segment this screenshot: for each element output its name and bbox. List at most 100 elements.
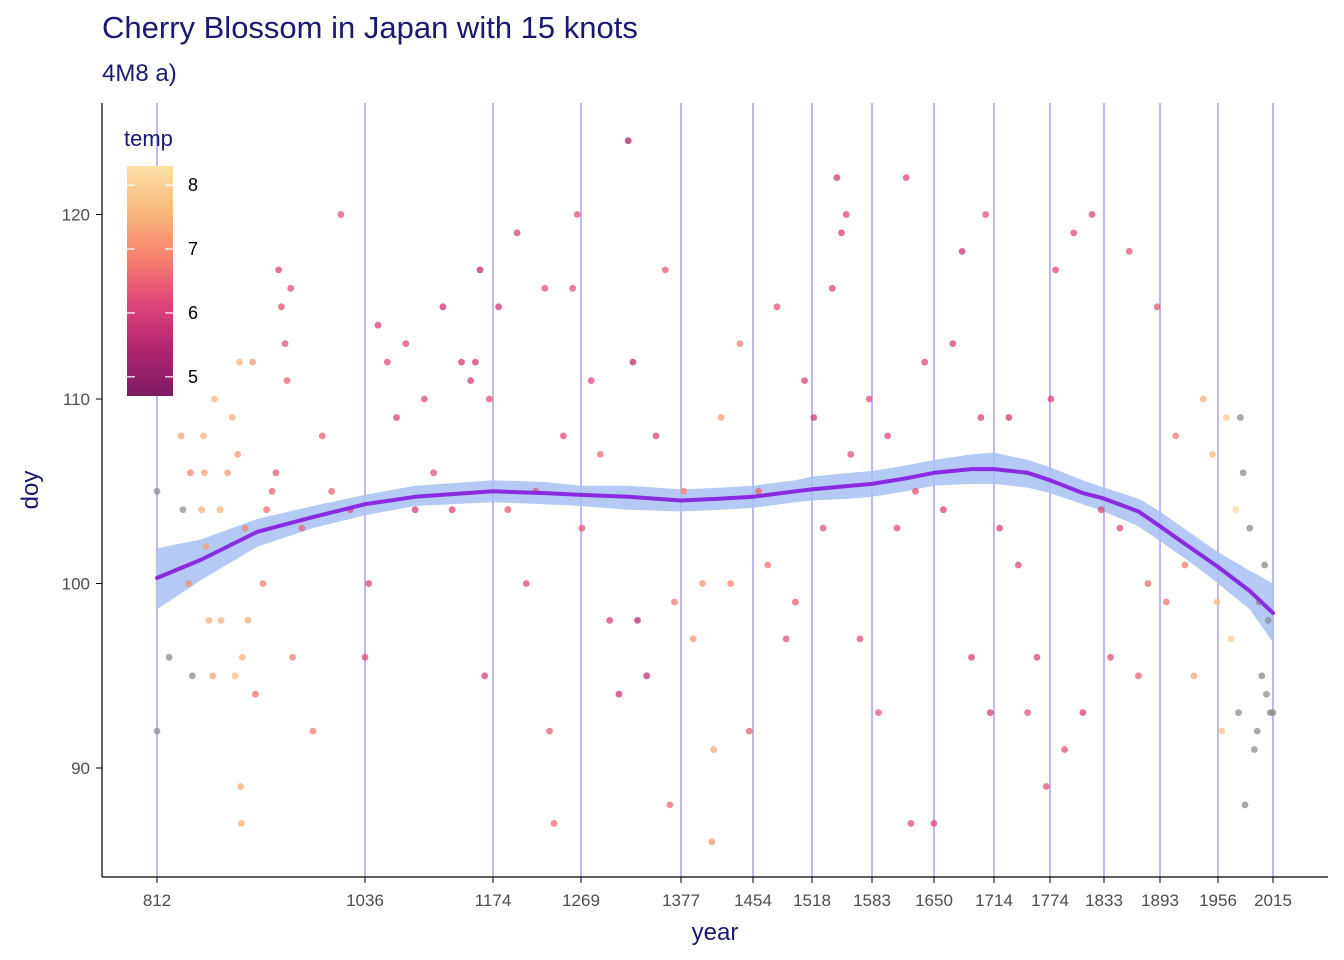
y-tick-label: 110: [63, 390, 90, 409]
data-point: [1223, 414, 1230, 421]
data-point: [546, 727, 553, 735]
data-point: [211, 395, 219, 403]
data-point: [1042, 783, 1050, 790]
data-point: [216, 506, 224, 514]
data-point: [231, 672, 239, 680]
data-point: [819, 524, 827, 532]
data-point: [1246, 524, 1254, 532]
data-point: [708, 838, 716, 846]
data-point: [365, 580, 373, 587]
data-point: [439, 303, 447, 311]
y-tick-label: 90: [71, 759, 90, 778]
data-point: [1199, 395, 1207, 403]
chart-title: Cherry Blossom in Japan with 15 knots: [102, 10, 638, 45]
data-point: [165, 653, 173, 661]
data-point: [907, 820, 915, 827]
data-point: [476, 266, 484, 274]
data-point: [522, 580, 530, 587]
data-point: [1005, 414, 1013, 421]
data-point: [205, 617, 213, 624]
data-point: [710, 746, 718, 753]
data-point: [1088, 211, 1096, 218]
data-point: [606, 617, 614, 624]
data-point: [666, 801, 674, 809]
data-point: [652, 432, 660, 440]
data-point: [309, 727, 317, 735]
axes: [101, 103, 1328, 878]
data-point: [209, 672, 217, 680]
data-point: [1209, 451, 1216, 458]
data-point: [1237, 414, 1244, 421]
data-point: [472, 358, 479, 366]
data-point: [458, 358, 465, 366]
x-tick-label: 1893: [1141, 891, 1179, 910]
data-point: [782, 635, 790, 643]
data-point: [1107, 653, 1114, 661]
x-tick-label: 1269: [562, 891, 600, 910]
data-point: [263, 506, 270, 514]
data-point: [838, 229, 845, 237]
data-point: [634, 617, 641, 624]
data-point: [1264, 617, 1272, 624]
data-point: [828, 284, 836, 292]
data-point: [283, 377, 291, 384]
data-point: [727, 580, 734, 587]
data-points: [153, 137, 1277, 846]
data-point: [573, 211, 581, 218]
data-point: [958, 248, 966, 255]
data-point: [153, 727, 161, 735]
data-point: [185, 580, 193, 587]
data-point: [179, 506, 187, 514]
data-point: [328, 487, 335, 495]
data-point: [940, 506, 947, 514]
data-point: [1125, 248, 1133, 255]
data-point: [624, 137, 632, 145]
confidence-band: [157, 452, 1273, 643]
data-point: [275, 266, 282, 274]
data-point: [259, 580, 267, 587]
data-point: [224, 469, 232, 477]
data-point: [228, 414, 236, 421]
data-point: [902, 174, 910, 182]
data-point: [921, 358, 929, 366]
data-point: [810, 414, 818, 421]
data-point: [278, 303, 285, 311]
data-point: [1070, 229, 1078, 237]
data-point: [281, 340, 289, 347]
data-point: [234, 451, 242, 458]
legend-ticks: 5 6 7 8: [127, 175, 198, 387]
data-point: [856, 635, 864, 643]
data-point: [1116, 524, 1124, 532]
data-point: [200, 432, 207, 440]
x-tick-label: 1583: [853, 891, 891, 910]
data-point: [238, 820, 245, 827]
data-point: [1232, 506, 1240, 514]
data-point: [402, 340, 410, 347]
data-point: [421, 395, 428, 403]
data-point: [1269, 709, 1277, 716]
fit-line: [155, 467, 1275, 615]
x-tick-label: 1833: [1085, 891, 1123, 910]
y-ticks: 90 100 110 120: [62, 206, 102, 778]
x-ticks: 812 1036 1174 1269 1377 1454 1518 1583 1650 1714 1…: [143, 877, 1292, 910]
legend-label: 7: [188, 239, 198, 259]
y-axis-title: doy: [17, 471, 44, 510]
legend-label: 5: [188, 367, 198, 387]
x-tick-label: 812: [143, 891, 171, 910]
data-point: [337, 211, 345, 218]
data-point: [661, 266, 669, 274]
data-point: [792, 598, 799, 606]
data-point: [560, 432, 567, 440]
data-point: [1190, 672, 1198, 680]
data-point: [1227, 635, 1235, 643]
data-point: [699, 580, 706, 587]
data-point: [597, 451, 604, 458]
data-point: [968, 653, 975, 661]
data-point: [833, 174, 841, 182]
data-point: [884, 432, 892, 440]
data-point: [1097, 506, 1105, 514]
data-point: [1235, 709, 1242, 716]
legend-label: 6: [188, 303, 198, 323]
data-point: [736, 340, 744, 347]
data-point: [930, 820, 938, 827]
